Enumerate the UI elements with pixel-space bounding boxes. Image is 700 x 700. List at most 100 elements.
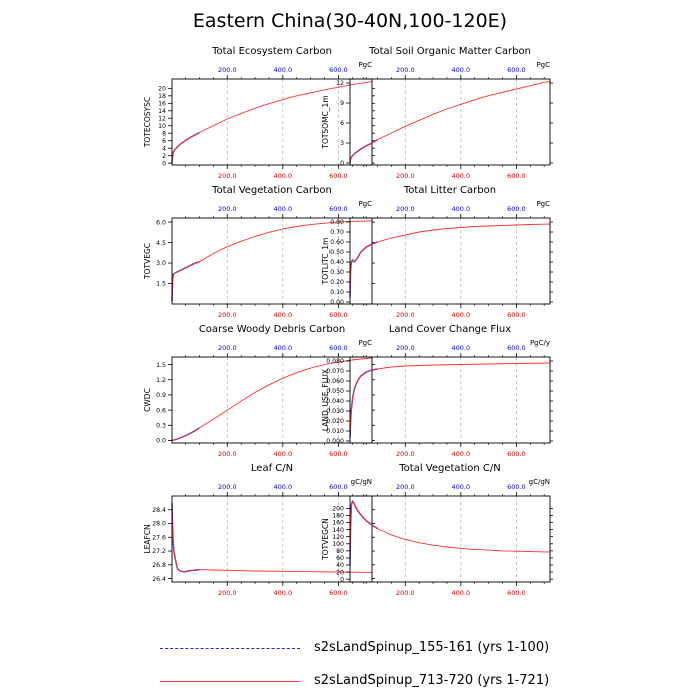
chart-6-series-spinup-713-720	[349, 362, 551, 439]
chart-2-y-tick-label: 0	[340, 160, 344, 167]
chart-1-y-axis-label: TOTECOSYSC	[143, 97, 152, 148]
chart-7-top-tick-label: 400.0	[274, 483, 293, 491]
chart-5-y-tick-label: 1.2	[156, 377, 166, 384]
chart-8-y-tick-label: 60	[336, 555, 344, 562]
chart-8-y-tick-label: 180	[332, 513, 344, 520]
chart-6-y-tick-label: 0.080	[326, 358, 344, 365]
chart-2-title: Total Soil Organic Matter Carbon	[368, 46, 531, 57]
chart-6-series-spinup-155-161	[349, 368, 378, 439]
chart-6-top-tick-label: 200.0	[396, 344, 415, 352]
chart-8-title: Total Vegetation C/N	[398, 463, 500, 474]
chart-1-top-tick-label: 200.0	[218, 66, 237, 74]
chart-8-y-tick-label: 160	[332, 520, 344, 527]
chart-6-units: PgC/y	[530, 339, 550, 347]
chart-4-top-tick-label: 200.0	[396, 205, 415, 213]
chart-4-frame	[349, 217, 551, 305]
chart-7-title: Leaf C/N	[251, 463, 293, 474]
chart-3-y-axis-label: TOTVEGC	[143, 243, 152, 280]
chart-6-y-tick-label: 0.060	[326, 378, 344, 385]
chart-5-title: Coarse Woody Debris Carbon	[199, 324, 345, 335]
chart-1-title: Total Ecosystem Carbon	[211, 46, 332, 57]
chart-5-top-tick-label: 600.0	[329, 344, 348, 352]
chart-1-frame	[171, 78, 373, 166]
chart-7-y-axis-label: LEAFCN	[143, 524, 152, 553]
chart-4-y-tick-label: 0.00	[330, 299, 344, 306]
legend-dashed-line	[160, 648, 300, 649]
chart-4-series-spinup-713-720	[349, 223, 551, 298]
chart-1-series-spinup-713-720	[171, 81, 373, 164]
chart-8-units: gC/gN	[529, 478, 550, 486]
chart-5-top-tick-label: 200.0	[218, 344, 237, 352]
chart-5-y-tick-label: 0.3	[156, 422, 166, 429]
chart-3-bottom-tick-label: 600.0	[329, 311, 348, 319]
chart-8-y-tick-label: 20	[336, 569, 344, 576]
chart-2-bottom-tick-label: 200.0	[396, 172, 415, 180]
chart-2-y-tick-label: 3	[340, 140, 344, 147]
chart-8-y-tick-label: 120	[332, 534, 344, 541]
chart-1-top-tick-label: 600.0	[329, 66, 348, 74]
chart-5-y-tick-label: 0.0	[156, 438, 166, 445]
chart-8-y-tick-label: 200	[332, 506, 344, 513]
chart-4-y-axis-label: TOTLITC_1m	[321, 238, 330, 286]
chart-5-y-tick-label: 0.9	[156, 392, 166, 399]
chart-2-y-axis-label: TOTSOMC_1m	[321, 95, 330, 149]
chart-3-frame	[171, 217, 373, 305]
chart-4-y-tick-label: 0.30	[330, 269, 344, 276]
chart-4-units: PgC	[536, 200, 550, 208]
chart-8-y-tick-label: 0	[340, 576, 344, 583]
chart-8-top-tick-label: 200.0	[396, 483, 415, 491]
chart-2-top-tick-label: 200.0	[396, 66, 415, 74]
chart-4-y-tick-label: 0.60	[330, 239, 344, 246]
chart-7-frame	[171, 495, 373, 583]
chart-1-top-tick-label: 400.0	[274, 66, 293, 74]
chart-4-top-tick-label: 600.0	[507, 205, 526, 213]
chart-1-y-tick-label: 0	[162, 160, 166, 167]
chart-3-top-tick-label: 400.0	[274, 205, 293, 213]
chart-5-series-spinup-155-161	[171, 427, 200, 442]
chart-4-bottom-tick-label: 600.0	[507, 311, 526, 319]
chart-8-y-tick-label: 40	[336, 562, 344, 569]
chart-2-frame	[349, 78, 551, 166]
chart-2-series-spinup-155-161	[349, 139, 378, 164]
chart-7-y-tick-label: 27.6	[152, 534, 166, 541]
chart-5-y-tick-label: 1.5	[156, 362, 166, 369]
chart-6-top-tick-label: 400.0	[452, 344, 471, 352]
chart-3-title: Total Vegetation Carbon	[211, 185, 332, 196]
chart-7-bottom-tick-label: 600.0	[329, 589, 348, 597]
chart-4-y-tick-label: 0.70	[330, 229, 344, 236]
chart-1-y-tick-label: 18	[158, 93, 166, 100]
chart-8-series-spinup-155-161	[349, 499, 378, 566]
chart-3-bottom-tick-label: 200.0	[218, 311, 237, 319]
chart-4-y-tick-label: 0.50	[330, 249, 344, 256]
chart-1-y-tick-label: 10	[158, 123, 166, 130]
chart-3-top-tick-label: 200.0	[218, 205, 237, 213]
chart-6-bottom-tick-label: 400.0	[452, 450, 471, 458]
chart-6-y-tick-label: 0.020	[326, 418, 344, 425]
chart-2-series-spinup-713-720	[349, 81, 551, 164]
chart-6-y-tick-label: 0.010	[326, 428, 344, 435]
chart-2-y-tick-label: 6	[340, 120, 344, 127]
chart-1-y-tick-label: 16	[158, 101, 166, 108]
chart-1-y-tick-label: 20	[158, 86, 166, 93]
chart-6-y-tick-label: 0.030	[326, 408, 344, 415]
chart-5-bottom-tick-label: 200.0	[218, 450, 237, 458]
chart-6-y-tick-label: 0.070	[326, 368, 344, 375]
chart-3-units: PgC	[358, 200, 372, 208]
legend-label-1: s2sLandSpinup_155-161 (yrs 1-100)	[314, 640, 550, 655]
chart-7-bottom-tick-label: 200.0	[218, 589, 237, 597]
chart-2-units: PgC	[536, 61, 550, 69]
chart-1-y-tick-label: 8	[162, 130, 166, 137]
chart-1-units: PgC	[358, 61, 372, 69]
chart-8-top-tick-label: 400.0	[452, 483, 471, 491]
chart-1-y-tick-label: 2	[162, 153, 166, 160]
chart-4-bottom-tick-label: 400.0	[452, 311, 471, 319]
chart-8-bottom-tick-label: 600.0	[507, 589, 526, 597]
chart-5-bottom-tick-label: 600.0	[329, 450, 348, 458]
chart-7-units: gC/gN	[351, 478, 372, 486]
chart-4-title: Total Litter Carbon	[403, 185, 496, 196]
chart-5-units: PgC	[358, 339, 372, 347]
chart-7-y-tick-label: 26.4	[152, 576, 166, 583]
chart-8-bottom-tick-label: 200.0	[396, 589, 415, 597]
page-title: Eastern China(30-40N,100-120E)	[192, 10, 508, 32]
